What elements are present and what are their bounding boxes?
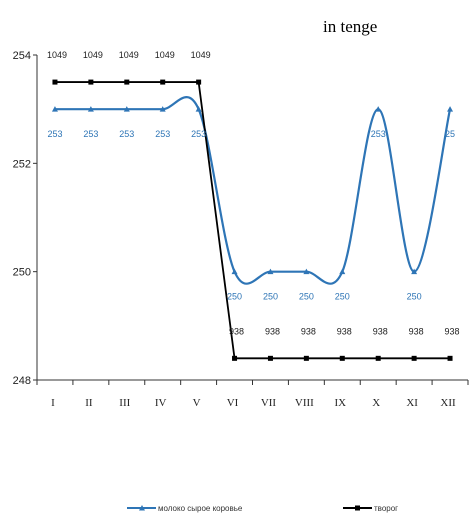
series-marker (159, 106, 166, 112)
series-line-0 (54, 96, 452, 285)
x-tick-label: X (372, 397, 380, 409)
series-marker (232, 355, 238, 361)
data-label: 1049 (47, 50, 67, 60)
legend-marker-curd (355, 505, 360, 511)
y-tick-label: 254 (13, 50, 31, 62)
series-marker (339, 355, 345, 361)
series-marker (339, 268, 346, 275)
data-label: 250 (227, 292, 242, 302)
data-label: 938 (409, 326, 424, 336)
series-marker (447, 106, 454, 112)
data-label: 938 (229, 326, 244, 336)
x-tick-label: I (51, 397, 55, 409)
series-marker (411, 355, 417, 361)
data-label: 938 (301, 326, 316, 336)
data-label: 250 (335, 292, 350, 302)
data-label: 25 (445, 129, 455, 139)
x-tick-label: IX (334, 397, 346, 409)
series-marker (51, 106, 58, 112)
data-labels: 253 253 253 253 253 250 250 250 250 253 250 25 1049 1… (47, 50, 460, 336)
series-marker (123, 106, 130, 112)
data-label: 1049 (83, 50, 103, 60)
x-tick-label: VII (261, 397, 277, 409)
series-marker (375, 355, 381, 361)
series-marker (231, 268, 238, 275)
y-tick-label: 248 (13, 375, 31, 387)
series-marker (411, 268, 418, 275)
data-label: 253 (371, 129, 386, 139)
data-label: 1049 (191, 50, 211, 60)
chart-title: in tenge (323, 17, 377, 36)
x-tick-label: VIII (295, 397, 314, 409)
series-marker (267, 268, 274, 275)
series-line-1 (54, 81, 451, 360)
legend: молоко сырое коровье творог (127, 504, 398, 513)
data-label: 253 (47, 129, 62, 139)
data-label: 250 (263, 292, 278, 302)
y-tick-label: 250 (13, 267, 31, 279)
x-tick-label: IV (155, 397, 167, 409)
data-label: 253 (119, 129, 134, 139)
series-layer (51, 79, 454, 361)
data-label: 938 (445, 326, 460, 336)
series-marker (160, 79, 166, 85)
data-label: 253 (83, 129, 98, 139)
series-marker (52, 79, 58, 85)
data-label: 253 (191, 129, 206, 139)
x-tick-label: XI (406, 397, 418, 409)
data-label: 938 (373, 326, 388, 336)
legend-marker-milk (139, 505, 145, 511)
x-tick-label: XII (440, 397, 456, 409)
x-tick-label: II (85, 397, 93, 409)
legend-label-curd: творог (374, 504, 398, 513)
series-marker (124, 79, 130, 85)
data-label: 250 (407, 292, 422, 302)
data-label: 938 (337, 326, 352, 336)
data-label: 1049 (119, 50, 139, 60)
series-marker (195, 106, 202, 112)
series-marker (88, 79, 94, 85)
series-marker (303, 268, 310, 275)
series-marker (303, 355, 309, 361)
x-tick-label: VI (227, 397, 239, 409)
series-marker (447, 355, 453, 361)
series-marker (267, 355, 273, 361)
series-marker (196, 79, 202, 85)
data-label: 1049 (155, 50, 175, 60)
x-tick-label: V (193, 397, 201, 409)
data-label: 250 (299, 292, 314, 302)
series-marker (87, 106, 94, 112)
x-tick-label: III (119, 397, 130, 409)
y-tick-label: 252 (13, 158, 31, 170)
series-marker (375, 106, 382, 112)
data-label: 938 (265, 326, 280, 336)
data-label: 253 (155, 129, 170, 139)
legend-label-milk: молоко сырое коровье (158, 504, 243, 513)
